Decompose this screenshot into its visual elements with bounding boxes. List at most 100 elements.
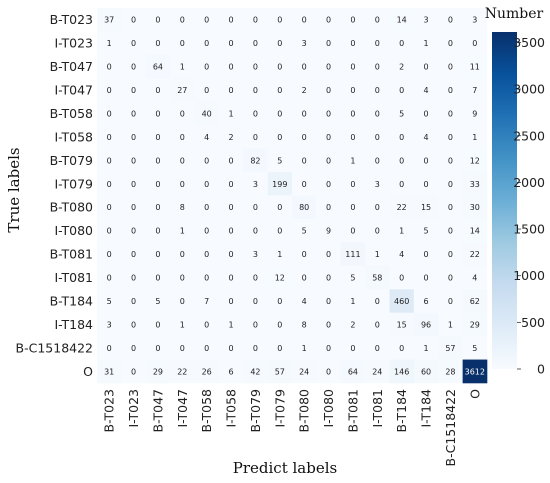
heatmap-cell <box>413 312 439 337</box>
heatmap-cell <box>218 265 244 290</box>
heatmap-cell <box>389 289 415 313</box>
heatmap-cell <box>97 54 122 79</box>
cell-value-label: 0 <box>253 16 258 25</box>
heatmap-cells <box>97 8 488 384</box>
cell-value-label: 0 <box>204 63 209 72</box>
heatmap-cell <box>316 54 342 79</box>
heatmap-cell <box>267 336 293 360</box>
heatmap-cell <box>316 359 342 384</box>
cell-value-label: 0 <box>155 16 160 25</box>
heatmap-cell <box>462 172 488 196</box>
heatmap-cell <box>145 359 171 384</box>
cell-value-label: 0 <box>204 180 209 189</box>
cell-value-label: 0 <box>277 320 282 329</box>
colorbar-title: Number <box>485 6 544 22</box>
heatmap-cell <box>389 359 415 384</box>
cell-value-label: 1 <box>229 320 234 329</box>
heatmap-cell <box>365 31 390 56</box>
heatmap-cell <box>170 148 195 173</box>
cell-value-label: 0 <box>229 156 234 165</box>
cell-value-label: 0 <box>131 16 136 25</box>
heatmap-cell <box>97 289 122 313</box>
x-tick-label: B-T080 <box>297 389 312 432</box>
cell-value-label: 3 <box>375 180 380 189</box>
cell-value-label: 0 <box>448 297 453 306</box>
heatmap-cell <box>145 78 171 103</box>
heatmap-cell <box>170 289 195 313</box>
cell-value-label: 4 <box>424 133 429 142</box>
cell-value-label: 5 <box>302 227 307 236</box>
cell-value-label: 0 <box>229 86 234 95</box>
cell-value-label: 0 <box>399 39 404 48</box>
heatmap-cell <box>462 101 488 126</box>
cell-value-label: 0 <box>277 133 282 142</box>
heatmap-cell <box>243 101 268 126</box>
heatmap-cell <box>97 148 122 173</box>
heatmap-cell <box>243 289 268 313</box>
y-tick-label: B-T079 <box>50 153 93 168</box>
heatmap-cell <box>340 148 366 173</box>
heatmap-cell <box>97 8 122 32</box>
cell-value-label: 0 <box>326 86 331 95</box>
heatmap-cell <box>462 312 488 337</box>
cell-value-label: 0 <box>155 156 160 165</box>
heatmap-cell <box>340 336 366 360</box>
cell-value-label: 0 <box>180 180 185 189</box>
cell-value-label: 0 <box>229 227 234 236</box>
heatmap-cell <box>194 125 220 149</box>
cell-value-label: 0 <box>326 180 331 189</box>
heatmap-cell <box>97 78 122 103</box>
cell-value-label: 0 <box>350 180 355 189</box>
cell-value-label: 0 <box>448 109 453 118</box>
heatmap-cell <box>462 78 488 103</box>
heatmap-cell <box>316 31 342 56</box>
heatmap-cell <box>121 54 147 79</box>
cell-value-label: 0 <box>424 109 429 118</box>
x-tick-label: B-T047 <box>150 389 165 432</box>
heatmap-cell <box>145 101 171 126</box>
cell-value-label: 0 <box>302 274 307 283</box>
heatmap-cell <box>340 359 366 384</box>
heatmap-cell <box>194 336 220 360</box>
cell-value-label: 0 <box>448 227 453 236</box>
heatmap-cell <box>365 148 390 173</box>
heatmap-cell <box>194 312 220 337</box>
heatmap-cell <box>243 148 268 173</box>
cell-value-label: 0 <box>155 344 160 353</box>
cell-value-label: 0 <box>326 156 331 165</box>
cell-value-label: 0 <box>204 274 209 283</box>
cell-value-label: 7 <box>204 297 209 306</box>
cell-value-label: 0 <box>107 156 112 165</box>
heatmap-cell <box>438 289 463 313</box>
heatmap-cell <box>121 101 147 126</box>
heatmap-cell <box>97 218 122 243</box>
heatmap-cell <box>462 31 488 56</box>
heatmap-cell <box>218 218 244 243</box>
heatmap-cell <box>365 78 390 103</box>
heatmap-cell <box>413 265 439 290</box>
cell-value-label: 0 <box>131 39 136 48</box>
cell-value-label: 0 <box>180 274 185 283</box>
cell-value-label: 8 <box>180 203 185 212</box>
heatmap-cell <box>316 218 342 243</box>
colorbar-gradient <box>492 32 517 369</box>
heatmap-cell <box>243 125 268 149</box>
heatmap-cell <box>413 78 439 103</box>
x-tick-label: I-T047 <box>175 389 190 428</box>
cell-value-label: 0 <box>350 16 355 25</box>
cell-value-label: 0 <box>204 344 209 353</box>
cell-value-label: 5 <box>277 156 282 165</box>
cell-value-label: 0 <box>229 250 234 259</box>
heatmap-cell <box>340 242 366 267</box>
heatmap-cell <box>97 172 122 196</box>
heatmap-cell <box>170 125 195 149</box>
x-tick-label: O <box>467 389 482 399</box>
cell-value-label: 3 <box>424 16 429 25</box>
cell-value-label: 0 <box>472 39 477 48</box>
heatmap-cell <box>145 8 171 32</box>
cell-value-label: 0 <box>424 156 429 165</box>
cell-value-label: 0 <box>131 63 136 72</box>
cell-value-label: 0 <box>253 109 258 118</box>
y-tick-label: I-T047 <box>54 83 93 98</box>
heatmap-cell <box>170 101 195 126</box>
